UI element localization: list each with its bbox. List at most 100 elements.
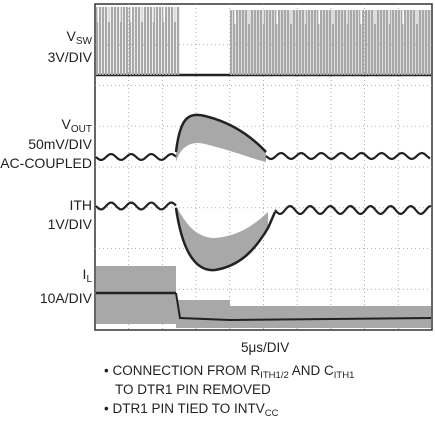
vsw-pulse [323, 10, 326, 75]
vsw-pulse [168, 7, 171, 75]
vsw-pulse [392, 10, 395, 75]
vsw-pulse [126, 7, 129, 75]
channel-scale: 10A/DIV [39, 290, 92, 306]
vsw-pulse [401, 10, 404, 75]
vsw-pulse [416, 10, 419, 75]
vsw-pulse [105, 7, 108, 75]
vsw-pulse [245, 10, 248, 75]
vsw-pulse [281, 10, 284, 75]
vsw-pulse [326, 10, 329, 75]
vsw-pulse [236, 10, 239, 75]
vsw-pulse [254, 10, 257, 75]
vsw-pulse [251, 10, 254, 75]
vsw-pulse [296, 10, 299, 75]
channel-scale: 1V/DIV [47, 216, 92, 232]
vsw-pulse [335, 10, 338, 75]
vsw-pulse [171, 7, 174, 75]
channel-label: VSW [66, 28, 92, 47]
vsw-pulse [269, 10, 272, 75]
channel-label: IL [82, 266, 92, 285]
vsw-pulse [260, 10, 263, 75]
il-trace [175, 292, 432, 322]
timebase: 5μs/DIV [241, 340, 290, 355]
vsw-pulse [422, 10, 425, 75]
vsw-pulse [138, 7, 141, 75]
vsw-pulse [257, 10, 260, 75]
vsw-pulse [114, 7, 117, 75]
vsw-pulse [123, 7, 126, 75]
vsw-pulse [419, 10, 422, 75]
vsw-pulse [362, 10, 365, 75]
note: TO DTR1 PIN REMOVED [115, 382, 271, 397]
vsw-pulse [350, 10, 353, 75]
vsw-pulse [120, 7, 123, 75]
ith-trace [174, 207, 277, 272]
vsw-pulse [311, 10, 314, 75]
vsw-pulse [266, 10, 269, 75]
channel-label: VOUT [61, 116, 92, 135]
vsw-pulse [383, 10, 386, 75]
vsw-pulse [153, 7, 156, 75]
vout-trace [265, 151, 431, 161]
channel-coupling: AC-COUPLED [0, 155, 92, 171]
vout-trace [174, 113, 267, 153]
vsw-pulse [359, 10, 362, 75]
vsw-pulse [272, 10, 275, 75]
vsw-pulse [305, 10, 308, 75]
vsw-pulse [314, 10, 317, 75]
vsw-pulse [177, 7, 180, 75]
waveforms [95, 6, 432, 328]
vsw-pulse [159, 7, 162, 75]
vout-trace [95, 152, 177, 162]
vsw-pulse [129, 7, 132, 75]
vsw-pulse [344, 10, 347, 75]
vsw-pulse [156, 7, 159, 75]
vsw-pulse [353, 10, 356, 75]
vsw-pulse [338, 10, 341, 75]
vsw-pulse [371, 10, 374, 75]
il-band [176, 300, 230, 328]
vsw-pulse [365, 10, 368, 75]
vsw-pulse [290, 10, 293, 75]
ith-trace [274, 204, 432, 216]
vsw-pulse [332, 10, 335, 75]
vsw-pulse [233, 10, 236, 75]
ith-band [176, 206, 268, 271]
note: • DTR1 PIN TIED TO INTVCC [104, 401, 279, 419]
vsw-pulse [407, 10, 410, 75]
vsw-pulse [320, 10, 323, 75]
vsw-pulse [425, 10, 428, 75]
vsw-pulse [135, 7, 138, 75]
vsw-pulse [248, 10, 251, 75]
vsw-pulse [275, 10, 278, 75]
ith-trace [95, 201, 177, 211]
vsw-pulse [347, 10, 350, 75]
vsw-pulse [356, 10, 359, 75]
vsw-pulse [102, 7, 105, 75]
vsw-pulse [368, 10, 371, 75]
vsw-pulse [239, 10, 242, 75]
vsw-pulse [374, 10, 377, 75]
vsw-pulse [413, 10, 416, 75]
vsw-pulse [278, 10, 281, 75]
vsw-pulse [299, 10, 302, 75]
channel-label: ITH [69, 197, 92, 213]
vout-band [176, 114, 266, 162]
vsw-pulse [242, 10, 245, 75]
vsw-pulse [174, 7, 177, 75]
channel-scale: 3V/DIV [47, 49, 92, 65]
vsw-pulse [147, 7, 150, 75]
vsw-pulse [111, 7, 114, 75]
vsw-pulse [96, 7, 99, 75]
il-band [96, 266, 176, 324]
vsw-pulse [404, 10, 407, 75]
vsw-pulse [263, 10, 266, 75]
vsw-pulse [117, 7, 120, 75]
vsw-pulse [389, 10, 392, 75]
vsw-pulse [380, 10, 383, 75]
scope-screen [94, 3, 433, 331]
vsw-pulse [293, 10, 296, 75]
vsw-pulse [428, 10, 431, 75]
vsw-pulse [230, 10, 233, 75]
